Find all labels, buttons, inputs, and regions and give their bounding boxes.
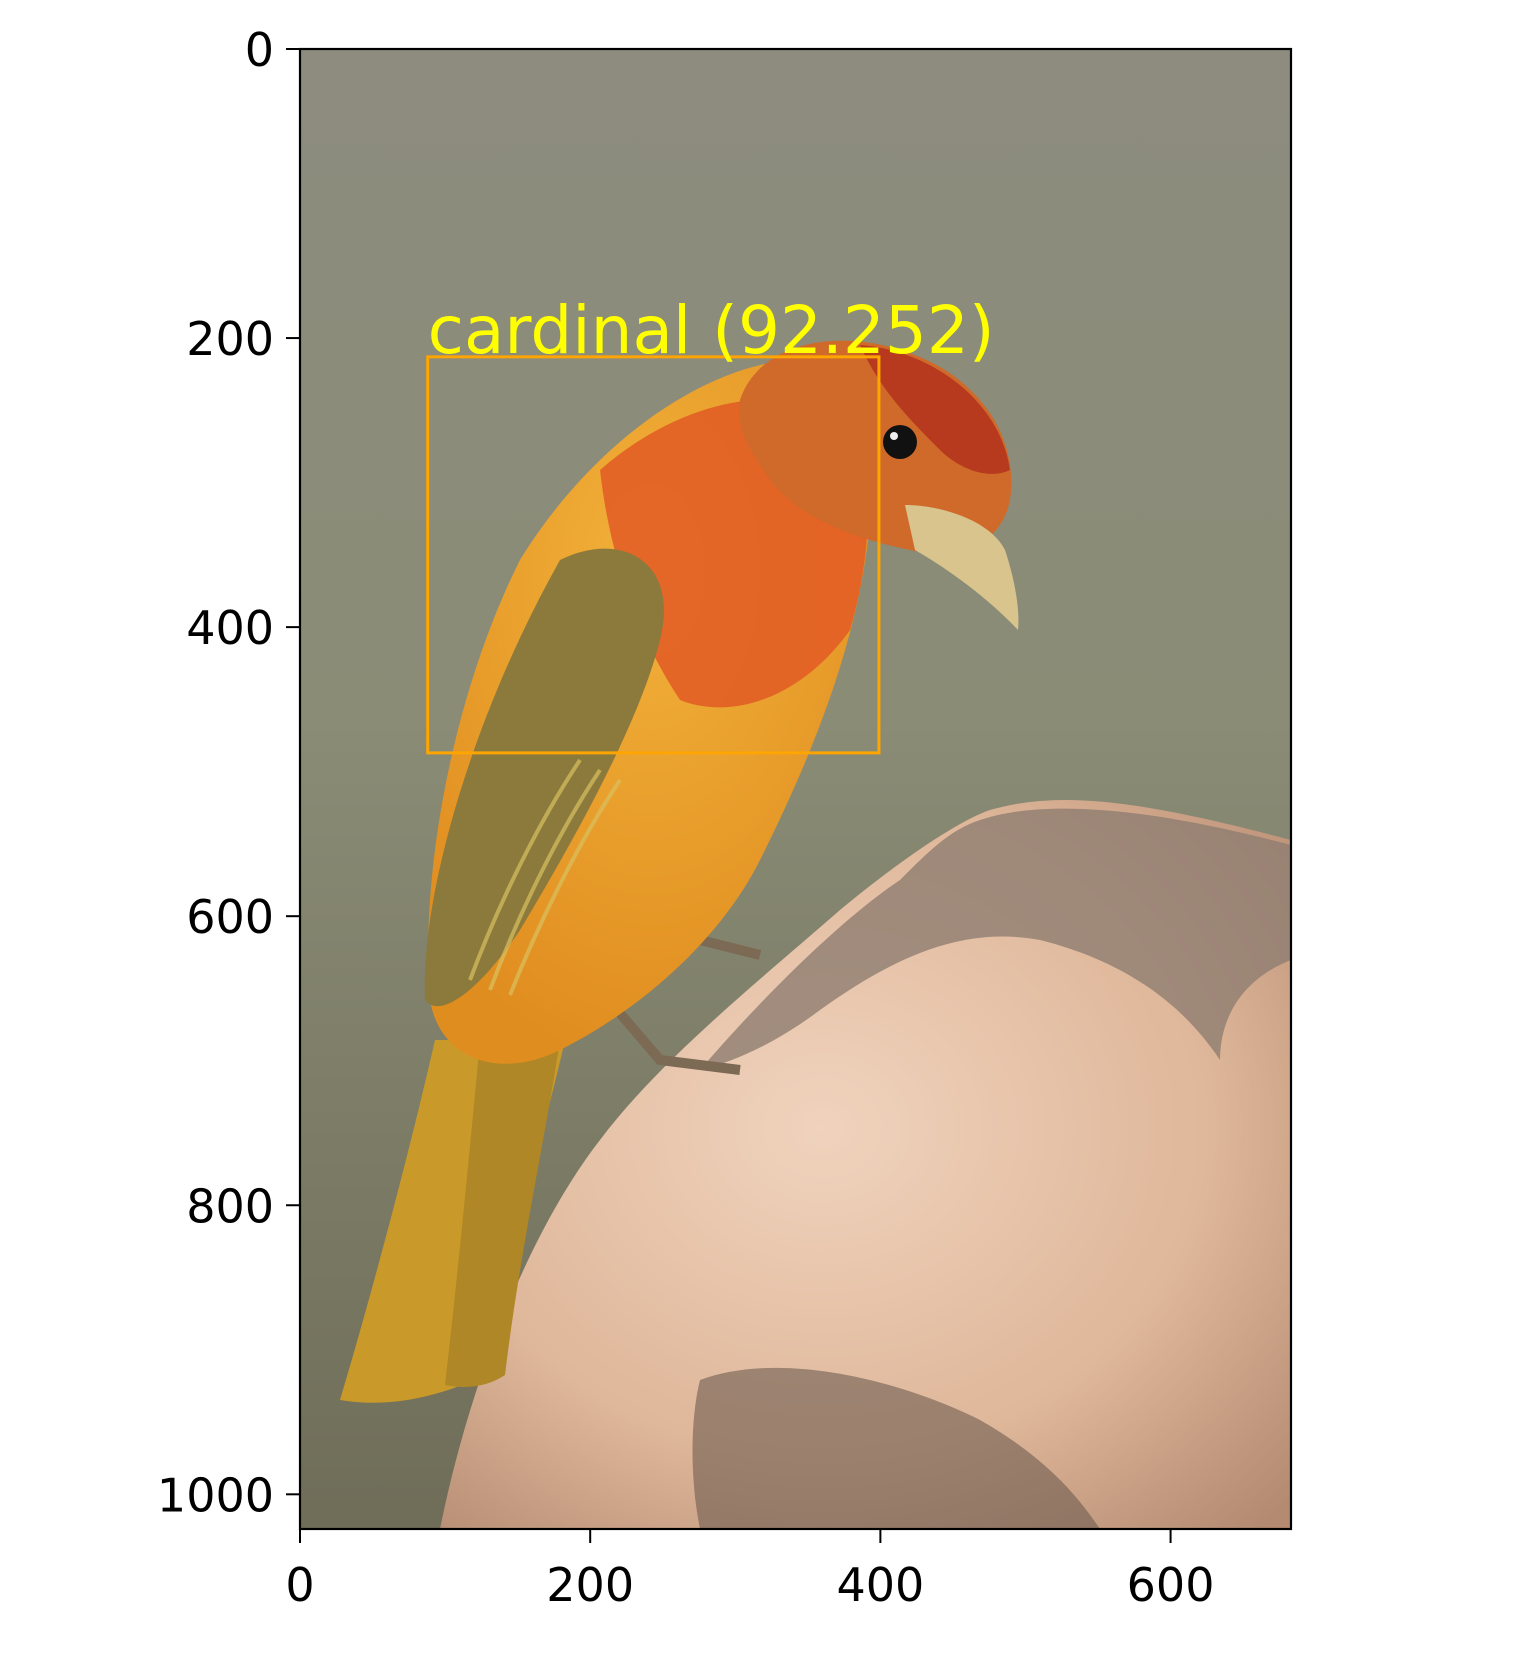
bird-wing — [424, 548, 664, 1007]
x-tick-label: 600 — [1127, 1558, 1215, 1612]
bird-photo — [300, 49, 1291, 1529]
y-tick-label: 400 — [186, 601, 274, 655]
y-tick-label: 800 — [186, 1179, 274, 1233]
x-axis-ticks: 0 200 400 600 — [285, 1529, 1214, 1612]
x-tick-label: 0 — [285, 1558, 314, 1612]
x-tick-label: 400 — [836, 1558, 924, 1612]
detection-label: cardinal (92.252) — [428, 292, 995, 369]
detection-annotation: cardinal (92.252) — [426, 292, 995, 755]
bird-eye — [883, 425, 917, 459]
y-tick-label: 200 — [186, 312, 274, 366]
x-tick-label: 200 — [546, 1558, 634, 1612]
y-axis-ticks: 0 200 400 600 800 1000 — [157, 23, 300, 1522]
rock — [440, 800, 1291, 1529]
y-tick-label: 0 — [245, 23, 274, 77]
y-tick-label: 1000 — [157, 1468, 274, 1522]
bird-beak — [905, 505, 1019, 630]
rock-shadow — [700, 808, 1291, 1070]
axes-frame — [298, 47, 1293, 1531]
y-tick-label: 600 — [186, 890, 274, 944]
detection-box — [426, 355, 881, 755]
